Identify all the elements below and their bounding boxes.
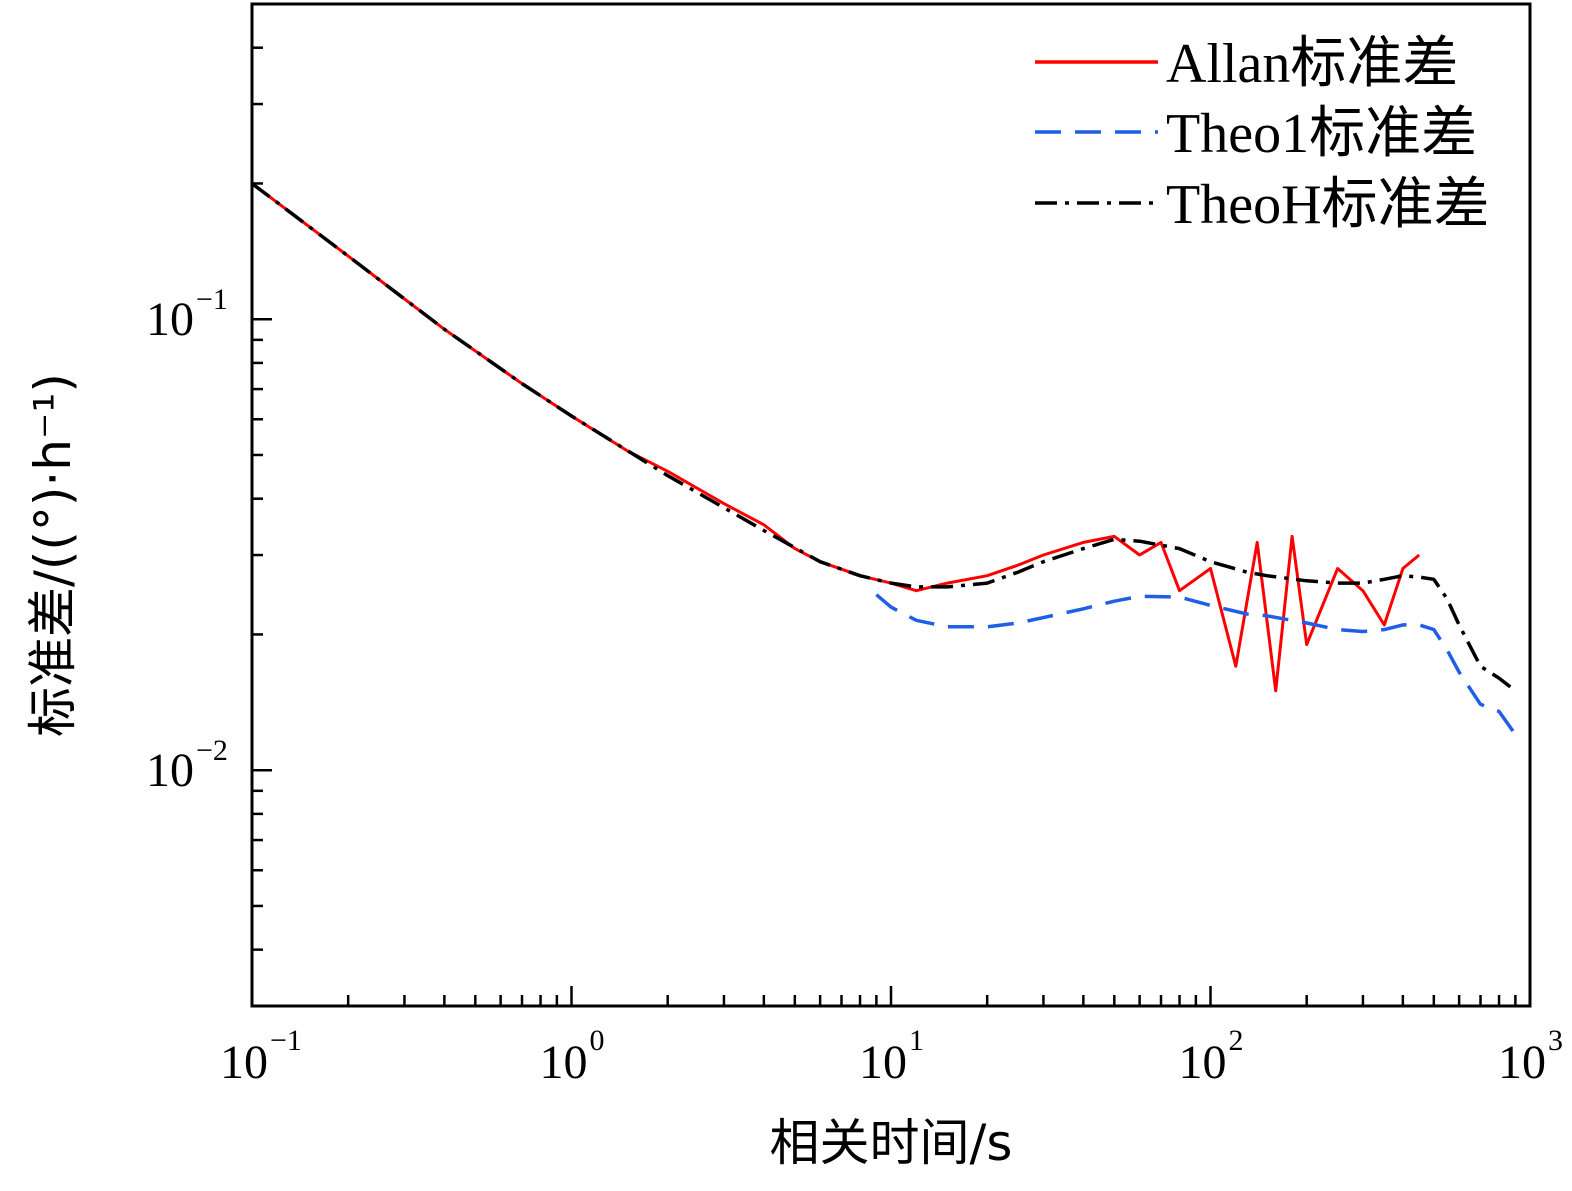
- x-tick-exponent: −1: [270, 1024, 302, 1057]
- x-tick-exponent: 3: [1548, 1024, 1563, 1057]
- x-tick-exponent: 0: [590, 1024, 605, 1057]
- y-tick-base: 10: [146, 293, 194, 346]
- x-tick-base: 10: [540, 1036, 588, 1089]
- x-tick-base: 10: [1498, 1036, 1546, 1089]
- x-tick-exponent: 2: [1229, 1024, 1244, 1057]
- y-axis-title: 标准差/((°)·h⁻¹): [24, 373, 82, 737]
- x-tick-label: 10−1: [220, 1024, 302, 1089]
- x-tick-exponent: 1: [909, 1024, 924, 1057]
- y-tick-label: 10−2: [146, 734, 228, 797]
- x-tick-base: 10: [1179, 1036, 1227, 1089]
- x-axis-title: 相关时间/s: [770, 1114, 1013, 1172]
- legend-label-1: Allan标准差: [1166, 33, 1458, 95]
- legend-label-3: TheoH标准差: [1166, 174, 1490, 236]
- legend-label-2: Theo1标准差: [1166, 103, 1477, 165]
- y-tick-exponent: −1: [196, 283, 228, 316]
- y-tick-label: 10−1: [146, 283, 228, 346]
- series-line-3: [252, 184, 1515, 691]
- x-tick-base: 10: [220, 1036, 268, 1089]
- y-tick-exponent: −2: [196, 734, 228, 767]
- series-line-2: [876, 595, 1515, 735]
- y-tick-base: 10: [146, 744, 194, 797]
- x-tick-base: 10: [859, 1036, 907, 1089]
